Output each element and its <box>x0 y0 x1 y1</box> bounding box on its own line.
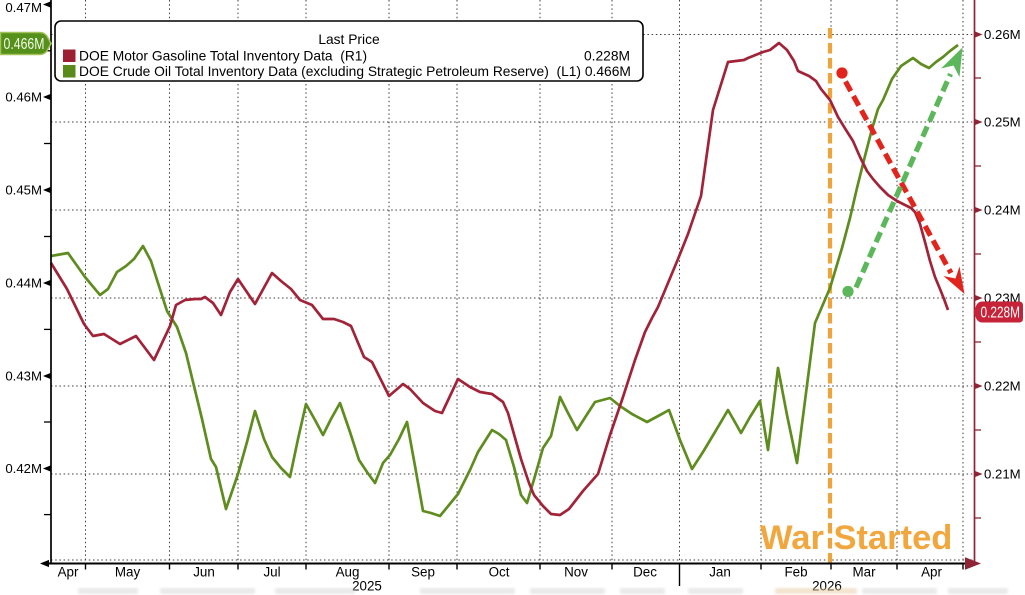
svg-text:0.228M: 0.228M <box>584 49 630 64</box>
svg-text:Dec: Dec <box>633 565 657 580</box>
svg-text:DOE Motor Gasoline Total Inven: DOE Motor Gasoline Total Inventory Data … <box>79 49 367 64</box>
svg-text:Last Price: Last Price <box>318 32 380 47</box>
svg-text:DOE Crude Oil Total Inventory: DOE Crude Oil Total Inventory Data (excl… <box>79 64 631 79</box>
svg-text:May: May <box>115 565 141 580</box>
svg-text:0.42M: 0.42M <box>5 461 42 476</box>
svg-text:Apr: Apr <box>921 565 942 580</box>
svg-text:Jun: Jun <box>193 565 215 580</box>
svg-text:Jul: Jul <box>263 565 280 580</box>
svg-text:0.44M: 0.44M <box>5 276 42 291</box>
svg-text:0.47M: 0.47M <box>5 0 42 15</box>
svg-text:War Started: War Started <box>760 519 952 557</box>
svg-text:Jan: Jan <box>709 565 731 580</box>
svg-text:Apr: Apr <box>58 565 79 580</box>
svg-text:0.228M: 0.228M <box>981 305 1021 322</box>
svg-text:0.26M: 0.26M <box>984 27 1021 42</box>
svg-text:Sep: Sep <box>411 565 435 580</box>
svg-text:0.43M: 0.43M <box>5 369 42 384</box>
svg-text:Oct: Oct <box>489 565 510 580</box>
svg-text:0.24M: 0.24M <box>984 203 1021 218</box>
svg-text:0.45M: 0.45M <box>5 183 42 198</box>
svg-text:Mar: Mar <box>852 565 876 580</box>
svg-text:0.22M: 0.22M <box>984 379 1021 394</box>
svg-text:0.466M: 0.466M <box>4 36 45 53</box>
svg-text:0.46M: 0.46M <box>5 90 42 105</box>
svg-text:0.21M: 0.21M <box>984 467 1021 482</box>
svg-text:Nov: Nov <box>564 565 588 580</box>
svg-text:Feb: Feb <box>784 565 807 580</box>
svg-text:2025: 2025 <box>352 579 382 594</box>
svg-text:Aug: Aug <box>336 565 360 580</box>
svg-text:0.25M: 0.25M <box>984 115 1021 130</box>
